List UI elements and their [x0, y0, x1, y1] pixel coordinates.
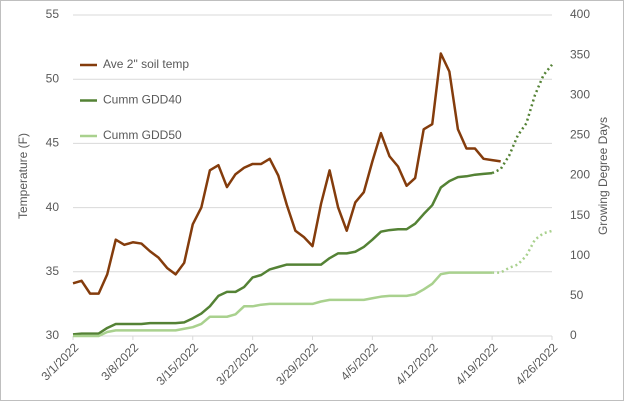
y-tick-label: 45 — [46, 136, 60, 150]
series-line — [73, 271, 493, 338]
series-line — [72, 52, 501, 295]
y2-axis-title: Growing Degree Days — [596, 117, 610, 235]
y2-tick-label: 0 — [570, 328, 577, 342]
y2-tick-label: 400 — [570, 7, 590, 21]
forecast-line — [492, 229, 553, 274]
series-line — [72, 171, 493, 336]
y2-tick-label: 350 — [570, 47, 590, 61]
legend-label: Ave 2" soil temp — [103, 57, 189, 71]
legend-label: Cumm GDD40 — [103, 93, 182, 107]
y-tick-label: 50 — [46, 71, 60, 85]
y2-tick-label: 300 — [570, 87, 590, 101]
y-tick-label: 35 — [46, 264, 60, 278]
y-tick-label: 55 — [46, 7, 60, 21]
y2-tick-label: 50 — [570, 288, 584, 302]
y2-tick-label: 200 — [570, 168, 590, 182]
y-axis-title: Temperature (F) — [16, 133, 30, 219]
y2-tick-label: 100 — [570, 248, 590, 262]
y2-tick-label: 150 — [570, 208, 590, 222]
y-tick-label: 40 — [46, 200, 60, 214]
y-tick-label: 30 — [46, 328, 60, 342]
y2-tick-label: 250 — [570, 128, 590, 142]
legend-label: Cumm GDD50 — [103, 128, 182, 142]
